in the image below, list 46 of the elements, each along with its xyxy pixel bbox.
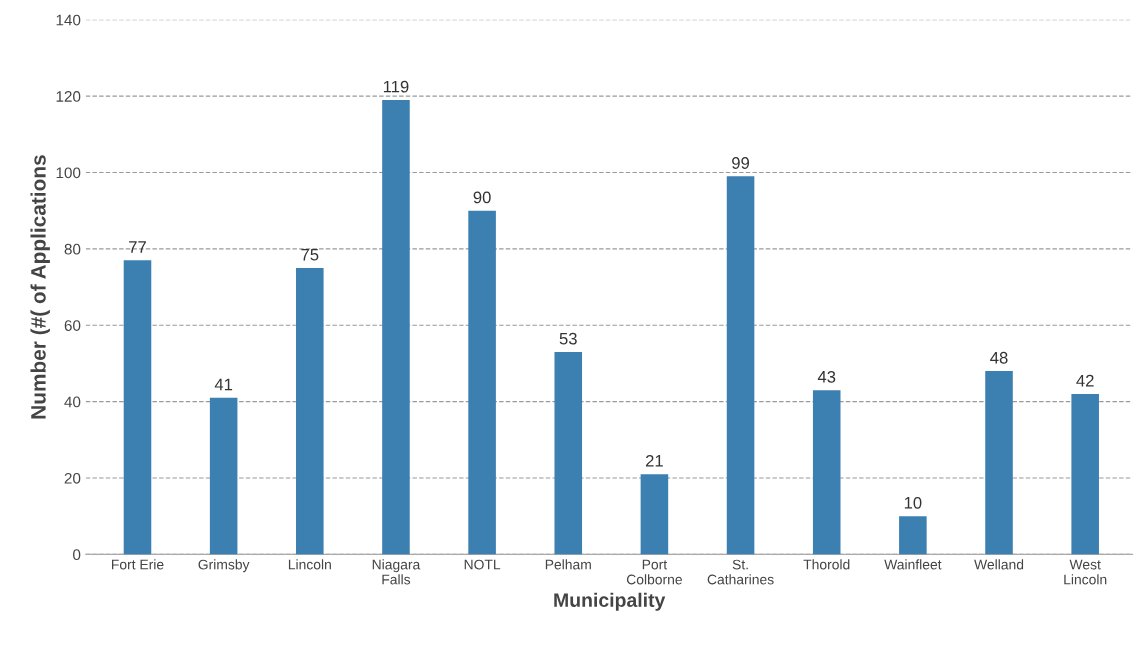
data-label: 99 <box>732 157 750 169</box>
data-label: 53 <box>559 332 577 345</box>
y-tick-label: 60 <box>64 320 81 331</box>
bar <box>468 210 496 555</box>
x-tick-label: West Lincoln <box>1064 559 1107 585</box>
x-tick-label: Fort Erie <box>112 559 164 570</box>
data-label: 43 <box>817 370 836 383</box>
bar <box>123 260 152 555</box>
x-tick-label: Wainfleet <box>884 559 942 570</box>
x-tick-label: NOTL <box>464 559 501 570</box>
x-tick-label: Niagara Falls <box>372 559 421 585</box>
y-tick-label: 0 <box>73 549 81 561</box>
x-tick-label: Lincoln <box>288 559 331 570</box>
bar <box>899 516 927 555</box>
x-tick-label: Pelham <box>545 559 591 570</box>
bar <box>1071 394 1099 555</box>
x-tick-label: Grimsby <box>198 559 250 573</box>
y-tick-label: 80 <box>64 243 81 255</box>
data-label: 21 <box>645 454 663 467</box>
bar <box>985 371 1013 555</box>
data-label: 75 <box>301 248 319 261</box>
data-label: 41 <box>214 378 233 391</box>
y-tick-label: 100 <box>56 167 81 179</box>
x-tick-label: Port Colborne <box>626 559 682 585</box>
bar <box>726 176 755 555</box>
data-label: 10 <box>904 496 922 509</box>
x-tick-label: Welland <box>974 559 1024 570</box>
data-label: 90 <box>473 191 491 204</box>
y-tick-label: 140 <box>56 14 81 26</box>
data-label: 77 <box>129 241 146 253</box>
y-axis-title: Number (#( of Applications <box>30 155 50 419</box>
bar <box>209 397 238 555</box>
y-tick-label: 120 <box>56 91 81 102</box>
x-tick-label: Thorold <box>803 559 850 570</box>
data-label: 48 <box>990 351 1008 364</box>
x-axis-title: Municipality <box>554 592 666 611</box>
bar <box>382 99 410 555</box>
bar <box>812 390 841 555</box>
bar <box>296 268 324 555</box>
y-tick-label: 20 <box>64 472 81 484</box>
bar <box>554 352 583 555</box>
data-label: 42 <box>1076 374 1094 387</box>
y-tick-label: 40 <box>64 396 81 408</box>
bar <box>640 474 669 555</box>
data-label: 119 <box>383 80 409 93</box>
x-tick-label: St. Catharines <box>707 559 774 585</box>
